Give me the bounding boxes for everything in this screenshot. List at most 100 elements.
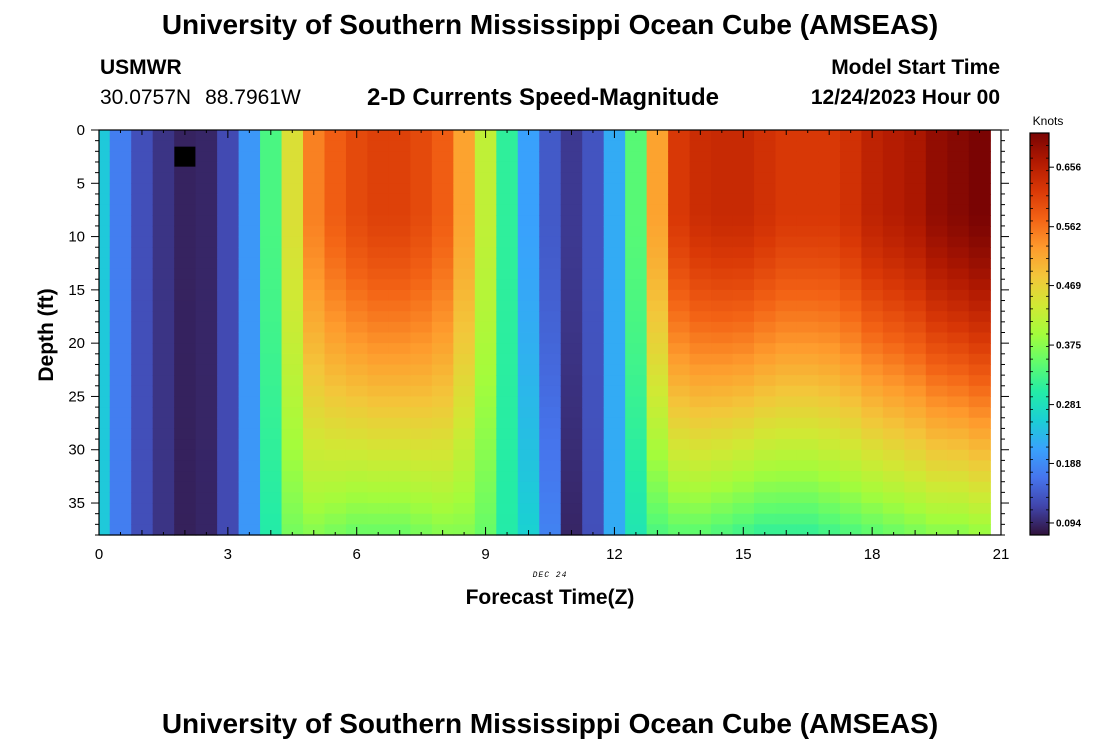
heatmap-cell [388,353,412,366]
heatmap-cell [431,193,454,206]
heatmap-cell [260,225,283,238]
heatmap-cell [217,385,240,398]
heatmap-cell [99,375,111,387]
heatmap-cell [431,215,454,227]
heatmap-cell [474,471,497,483]
heatmap-cell [131,204,154,216]
heatmap-cell [410,172,433,184]
heatmap-cell [925,407,948,419]
heatmap-cell [410,300,433,312]
heatmap-cell [560,353,583,366]
heatmap-cell [217,364,240,376]
heatmap-cell [947,289,970,302]
heatmap-cell [818,300,841,312]
heatmap-cell [109,428,132,440]
heatmap-cell [260,311,283,323]
heatmap-cell [839,204,863,216]
heatmap-cell [947,449,970,461]
heatmap-cell [109,161,132,174]
heatmap-cell [281,417,304,430]
heatmap-cell [496,481,519,493]
heatmap-cell [217,460,240,472]
heatmap-cell [99,279,111,291]
heatmap-cell [861,247,884,259]
heatmap-cell [260,236,283,248]
heatmap-cell [754,407,777,419]
heatmap-cell [560,481,583,493]
heatmap-cell [968,439,991,451]
heatmap-cell [324,161,347,174]
heatmap-cell [947,353,970,366]
heatmap-cell [367,311,390,323]
heatmap-cell [925,524,948,536]
heatmap-cell [560,289,583,302]
heatmap-cell [367,140,390,152]
heatmap-cell [539,353,562,366]
heatmap-cell [388,215,412,227]
heatmap-cell [668,364,691,376]
heatmap-cell [904,375,927,387]
heatmap-cell [861,215,884,227]
heatmap-cell [882,247,905,259]
heatmap-cell [968,193,991,206]
heatmap-cell [796,140,820,152]
heatmap-cell [152,204,175,216]
heatmap-cell [410,311,433,323]
heatmap-cell [775,396,798,408]
heatmap-cell [131,524,154,536]
x-tick-label: 12 [606,546,623,563]
heatmap-cell [668,289,691,302]
heatmap-cell [861,364,884,376]
heatmap-cell [603,311,626,323]
heatmap-cell [367,151,390,163]
heatmap-cell [453,300,476,312]
heatmap-cell [539,268,562,280]
heatmap-cell [796,130,820,142]
heatmap-cell [345,321,369,334]
heatmap-cell [882,364,905,376]
heatmap-cell [861,268,884,280]
heatmap-cell [324,247,347,259]
heatmap-cell [625,172,648,184]
heatmap-cell [474,247,497,259]
heatmap-cell [668,471,691,483]
heatmap-cell [410,385,433,398]
heatmap-cell [689,407,712,419]
heatmap-cell [818,161,841,174]
heatmap-cell [109,289,132,302]
heatmap-cell [775,225,798,238]
heatmap-cell [109,247,132,259]
heatmap-cell [431,439,454,451]
heatmap-cell [281,513,304,525]
heatmap-cell [431,130,454,142]
heatmap-cell [367,460,390,472]
heatmap-cell [582,471,605,483]
heatmap-cell [625,385,648,398]
heatmap-cell [904,460,927,472]
heatmap-cell [689,215,712,227]
heatmap-cell [625,332,648,344]
heatmap-cell [625,481,648,493]
heatmap-cell [367,343,390,355]
heatmap-cell [775,503,798,515]
heatmap-cell [109,204,132,216]
heatmap-cell [668,215,691,227]
heatmap-cell [217,407,240,419]
heatmap-cell [517,289,540,302]
heatmap-cell [496,449,519,461]
heatmap-cell [281,481,304,493]
heatmap-cell [711,225,734,238]
heatmap-cell [260,449,283,461]
heatmap-cell [754,364,777,376]
heatmap-cell [367,364,390,376]
heatmap-cell [131,407,154,419]
heatmap-cell [174,321,197,334]
heatmap-cell [496,343,519,355]
heatmap-cell [431,375,454,387]
heatmap-cell [689,513,712,525]
heatmap-cell [260,332,283,344]
heatmap-cell [625,236,648,248]
heatmap-cell [560,513,583,525]
heatmap-cell [517,417,540,430]
heatmap-cell [968,161,991,174]
